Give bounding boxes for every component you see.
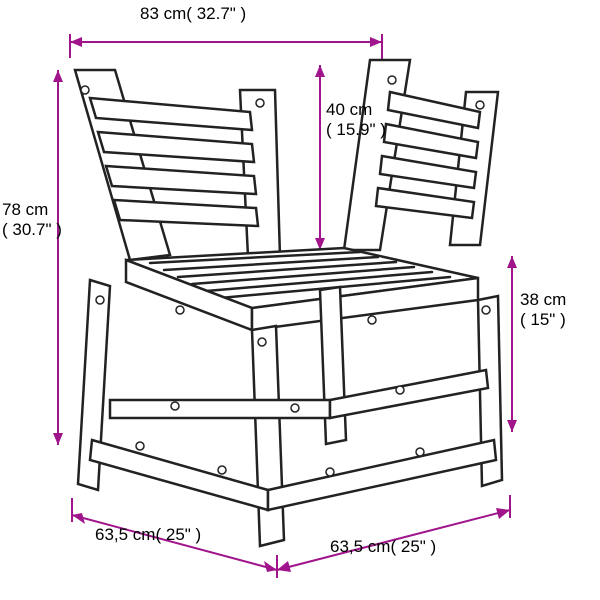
dim-depth-right: 63,5 cm( 25" ): [330, 537, 436, 557]
dim-value: 83 cm: [140, 4, 186, 23]
dim-back-height: 40 cm ( 15.9" ): [326, 100, 386, 140]
dim-value-in: 25": [401, 537, 426, 556]
dim-value-in: 15": [530, 310, 555, 329]
dim-value-in: 25": [166, 525, 191, 544]
dim-value: 78 cm: [2, 200, 48, 219]
dim-value-in: 30.7": [12, 220, 51, 239]
dim-value-in: 32.7": [197, 4, 236, 23]
dim-seat-height: 38 cm ( 15" ): [520, 290, 566, 330]
chair-diagram: [0, 0, 600, 600]
dim-depth-left: 63,5 cm( 25" ): [95, 525, 201, 545]
dim-left-height: 78 cm ( 30.7" ): [2, 200, 62, 240]
diagram-container: 83 cm( 32.7" ) 78 cm ( 30.7" ) 40 cm ( 1…: [0, 0, 600, 600]
dim-top-width: 83 cm( 32.7" ): [140, 4, 246, 24]
dim-value-in: 15.9": [336, 120, 375, 139]
dim-value: 63,5 cm: [330, 537, 390, 556]
dim-value: 63,5 cm: [95, 525, 155, 544]
dim-value: 40 cm: [326, 100, 372, 119]
dim-value: 38 cm: [520, 290, 566, 309]
